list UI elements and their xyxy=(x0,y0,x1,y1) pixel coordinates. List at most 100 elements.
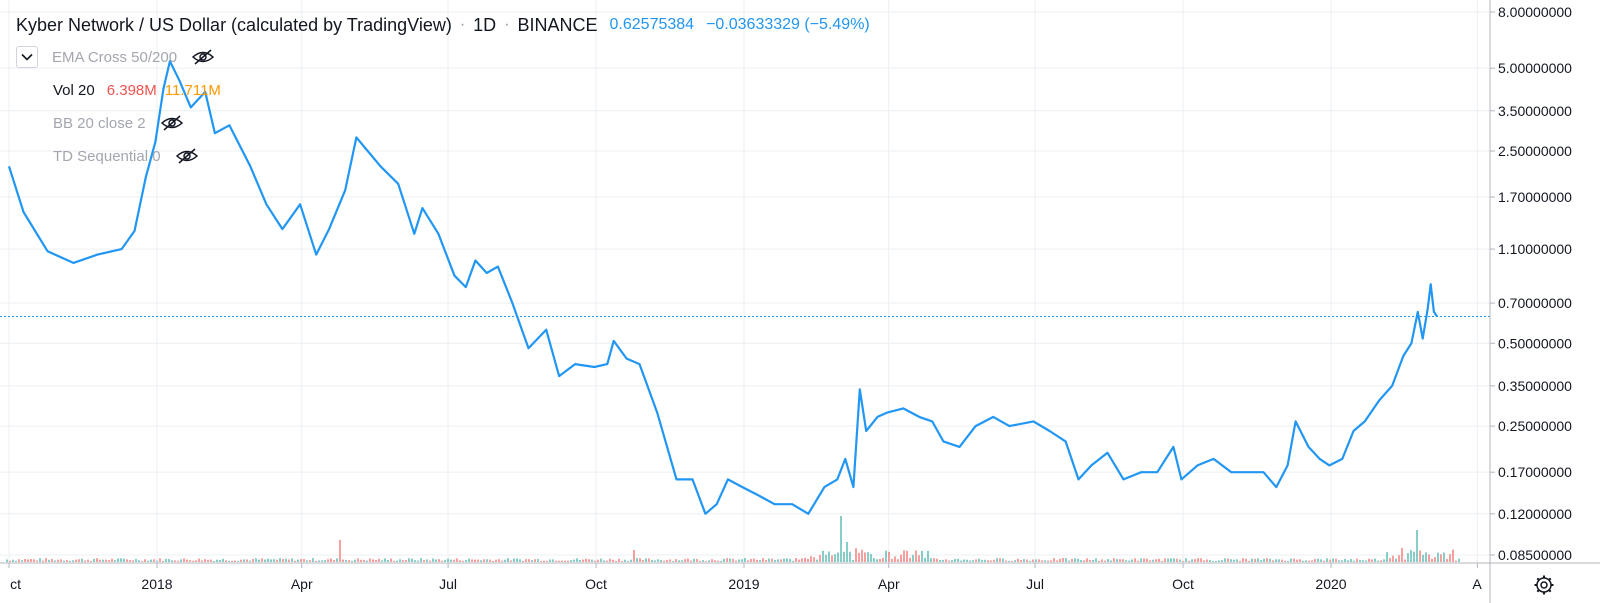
horizontal-gridlines xyxy=(0,11,1490,556)
volume-bar xyxy=(1347,560,1349,562)
volume-bar xyxy=(96,558,98,562)
eye-slash-icon[interactable] xyxy=(175,147,199,165)
volume-bar xyxy=(87,559,89,562)
volume-bar xyxy=(861,549,863,562)
volume-bar xyxy=(909,557,911,562)
volume-bar xyxy=(438,559,440,562)
volume-bar xyxy=(507,558,509,562)
volume-bar xyxy=(429,560,431,562)
volume-bar xyxy=(720,560,722,562)
volume-bar xyxy=(1050,560,1052,562)
volume-bar xyxy=(183,558,185,562)
volume-bar xyxy=(6,559,8,562)
eye-slash-icon[interactable] xyxy=(160,114,184,132)
volume-bar xyxy=(1221,559,1223,562)
volume-bar xyxy=(1179,559,1181,562)
volume-bar xyxy=(1401,548,1403,562)
volume-bar xyxy=(966,559,968,562)
volume-bar xyxy=(744,558,746,562)
eye-slash-icon[interactable] xyxy=(191,48,215,66)
volume-bar xyxy=(531,560,533,562)
volume-bar xyxy=(1053,558,1055,562)
volume-bar xyxy=(1101,559,1103,562)
volume-bar xyxy=(213,560,215,562)
volume-bar xyxy=(456,558,458,562)
volume-bar xyxy=(522,560,524,562)
symbol-title[interactable]: Kyber Network / US Dollar (calculated by… xyxy=(16,14,452,35)
volume-bar xyxy=(9,560,11,562)
volume-bar xyxy=(1182,560,1184,562)
y-tick-label: 0.08500000 xyxy=(1498,547,1572,563)
volume-bar xyxy=(1020,560,1022,562)
volume-bar xyxy=(825,554,827,562)
volume-bar xyxy=(1014,560,1016,562)
time-axis[interactable]: ct 2018 Apr Jul Oct 2019 Apr Jul Oct 2020 A xyxy=(8,563,1482,592)
volume-bar xyxy=(804,557,806,562)
volume-bar xyxy=(993,559,995,562)
volume-bar xyxy=(846,542,848,562)
volume-bar xyxy=(939,559,941,562)
volume-bar xyxy=(792,560,794,562)
price-axis[interactable]: 8.00000000 5.00000000 3.50000000 2.50000000… xyxy=(1490,4,1572,563)
volume-bar xyxy=(777,559,779,562)
volume-bar xyxy=(405,560,407,562)
volume-bar xyxy=(1446,558,1448,562)
volume-bar xyxy=(171,560,173,562)
volume-bar xyxy=(546,560,548,562)
indicator-volume[interactable]: Vol 20 6.398M 11.711M xyxy=(16,78,221,102)
volume-bar xyxy=(108,560,110,562)
volume-bar xyxy=(780,559,782,562)
symbol-header[interactable]: Kyber Network / US Dollar (calculated by… xyxy=(16,13,870,37)
y-tick-label: 0.25000000 xyxy=(1498,418,1572,434)
gear-icon[interactable] xyxy=(1534,575,1554,595)
volume-bar xyxy=(1302,560,1304,562)
volume-bar xyxy=(321,560,323,562)
indicator-ema-cross[interactable]: EMA Cross 50/200 xyxy=(16,45,215,69)
volume-bar xyxy=(84,560,86,562)
volume-bar xyxy=(129,560,131,562)
volume-bar xyxy=(1431,558,1433,562)
volume-bar xyxy=(1269,558,1271,562)
volume-bar xyxy=(105,559,107,562)
volume-bar xyxy=(924,557,926,562)
indicator-td-sequential[interactable]: TD Sequential 0 xyxy=(16,144,199,168)
volume-bar xyxy=(270,559,272,562)
volume-bar xyxy=(150,559,152,562)
interval-label[interactable]: 1D xyxy=(473,14,497,35)
volume-bar xyxy=(963,559,965,562)
volume-bar xyxy=(1326,558,1328,562)
volume-bar xyxy=(954,558,956,562)
volume-bar xyxy=(960,560,962,562)
volume-bar xyxy=(348,560,350,562)
volume-bar xyxy=(390,558,392,562)
volume-bar xyxy=(1353,560,1355,562)
volume-bar xyxy=(1329,559,1331,562)
volume-bar xyxy=(690,560,692,562)
volume-bar xyxy=(537,558,539,562)
volume-bar xyxy=(1425,552,1427,562)
volume-bar xyxy=(216,559,218,562)
volume-bar xyxy=(810,556,812,562)
volume-bar xyxy=(1272,560,1274,562)
volume-bar xyxy=(174,560,176,562)
legend-collapse-button[interactable] xyxy=(16,46,38,68)
volume-bar xyxy=(513,558,515,562)
volume-bar xyxy=(36,560,38,562)
volume-bar xyxy=(357,558,359,562)
indicator-bollinger-bands[interactable]: BB 20 close 2 xyxy=(16,111,184,135)
volume-bar xyxy=(813,557,815,562)
volume-bar xyxy=(1116,559,1118,562)
volume-bar xyxy=(303,558,305,562)
volume-bar xyxy=(732,558,734,562)
volume-bar xyxy=(1209,559,1211,562)
volume-bar xyxy=(1134,558,1136,562)
volume-bar xyxy=(1377,560,1379,562)
volume-bar xyxy=(591,559,593,562)
volume-bar xyxy=(243,559,245,562)
volume-bar xyxy=(141,560,143,562)
volume-bar xyxy=(528,559,530,562)
volume-bar xyxy=(759,560,761,562)
volume-bar xyxy=(1062,558,1064,562)
volume-bar xyxy=(1107,559,1109,562)
